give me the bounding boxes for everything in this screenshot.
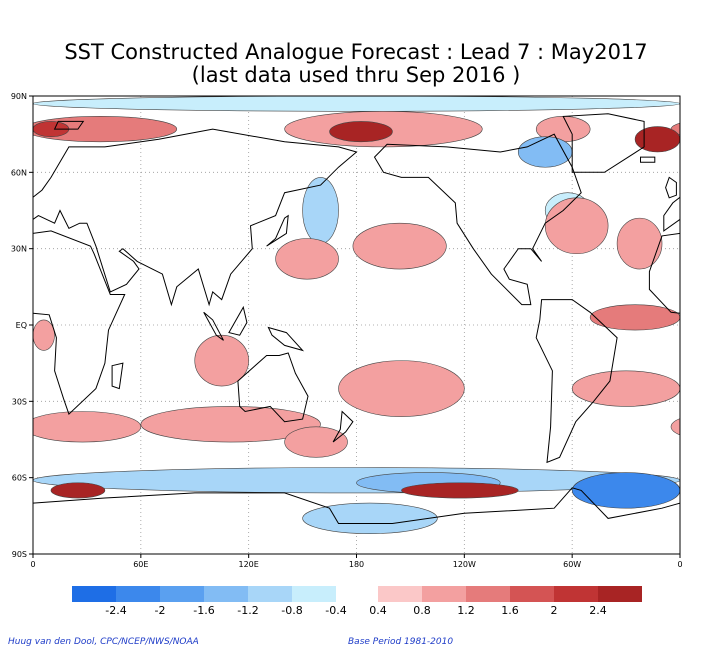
warm-anomaly [33, 411, 142, 443]
coast-borneo [228, 305, 248, 336]
author-credit: Huug van den Dool, CPC/NCEP/NWS/NOAA [8, 637, 199, 647]
coast-north-america [373, 133, 582, 306]
colorbar-label: -0.8 [281, 604, 302, 617]
warm-anomaly [140, 406, 321, 443]
axis-ticks: 0 60E 120E 180 120W 60W 0 90N 60N 30N EQ 30S 60S 90S [11, 92, 683, 569]
coast-japan [266, 214, 289, 247]
colorbar-swatch-negative [204, 586, 248, 602]
warm-anomaly [329, 121, 393, 143]
coast-madagascar [111, 362, 124, 390]
warm-anomaly [571, 370, 680, 407]
cold-anomaly [302, 502, 438, 534]
warm-anomaly [401, 482, 519, 499]
y-tick-label: 90S [12, 550, 27, 559]
anomaly-regions [33, 96, 680, 534]
colorbar-swatch-negative [72, 586, 116, 602]
warm-anomaly [634, 126, 680, 153]
warm-anomaly [352, 222, 447, 270]
y-tick-label: 30S [12, 397, 27, 406]
warm-anomaly [589, 304, 680, 331]
warm-anomaly [50, 482, 106, 499]
coast-eurasia [33, 128, 358, 307]
warm-anomaly [33, 319, 55, 351]
y-tick-label: 30N [11, 245, 27, 254]
warm-anomaly [284, 426, 348, 458]
colorbar-swatch-negative [160, 586, 204, 602]
x-tick-label: 60E [133, 560, 148, 569]
colorbar-label: 1.6 [501, 604, 519, 617]
warm-anomaly [670, 418, 680, 436]
warm-anomaly [33, 116, 178, 143]
colorbar-swatch-positive [598, 586, 642, 602]
chart-title: SST Constructed Analogue Forecast : Lead… [64, 40, 648, 64]
x-tick-label: 60W [563, 560, 581, 569]
chart-subtitle: (last data used thru Sep 2016 ) [191, 63, 521, 87]
y-tick-label: EQ [16, 321, 27, 330]
colorbar-swatch-negative [116, 586, 160, 602]
y-tick-label: 60N [11, 168, 27, 177]
coast-new-guinea [267, 326, 305, 352]
colorbar-swatch-positive [510, 586, 554, 602]
warm-anomaly [544, 197, 609, 255]
colorbar-swatch-negative [248, 586, 292, 602]
coast-uk [665, 176, 677, 199]
colorbar-label: -2.4 [105, 604, 126, 617]
colorbar-label: -0.4 [325, 604, 346, 617]
colorbar-label: 0.4 [369, 604, 387, 617]
coast-australia [237, 352, 309, 423]
base-period-note: Base Period 1981-2010 [348, 637, 454, 647]
x-tick-label: 120W [453, 560, 476, 569]
coast-south-america [535, 299, 618, 464]
cold-anomaly [571, 472, 680, 509]
warm-anomaly [194, 334, 249, 387]
colorbar-label: 2 [551, 604, 558, 617]
coast-new-zealand [332, 410, 354, 443]
colorbar-label: -1.2 [237, 604, 258, 617]
coast-greenland [562, 113, 645, 173]
warm-anomaly [275, 238, 339, 280]
colorbar-label: 0.8 [413, 604, 431, 617]
x-tick-label: 180 [349, 560, 364, 569]
colorbar-swatch-positive [378, 586, 422, 602]
cold-anomaly [33, 96, 680, 112]
y-tick-label: 90N [11, 92, 27, 101]
colorbar-label: -1.6 [193, 604, 214, 617]
coastlines [33, 113, 680, 554]
coast-svalbard [53, 120, 85, 130]
x-tick-label: 0 [30, 560, 35, 569]
coast-sumatra [203, 311, 224, 341]
colorbar-swatch-negative [292, 586, 336, 602]
coast-antarctica [33, 487, 680, 554]
y-tick-label: 60S [12, 474, 27, 483]
colorbar-label: 2.4 [589, 604, 607, 617]
cold-anomaly [33, 467, 680, 494]
colorbar-swatch-positive [466, 586, 510, 602]
x-tick-label: 120E [239, 560, 259, 569]
coast-iceland [640, 156, 656, 163]
coast-africa [33, 230, 126, 415]
colorbar-label: 1.2 [457, 604, 475, 617]
x-tick-label: 0 [677, 560, 682, 569]
warm-anomaly [616, 217, 663, 270]
colorbar: -2.4 -2 -1.6 -1.2 -0.8 -0.4 0.4 0.8 1.2 1.6 2 2.4 [72, 586, 642, 617]
warm-anomaly [338, 360, 465, 417]
colorbar-swatch-positive [554, 586, 598, 602]
colorbar-label: -2 [155, 604, 166, 617]
colorbar-swatch-positive [422, 586, 466, 602]
